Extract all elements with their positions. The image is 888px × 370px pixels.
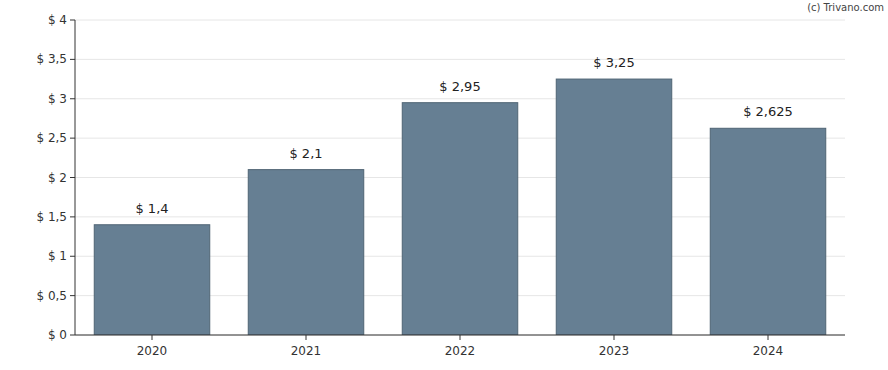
y-tick	[70, 59, 75, 60]
y-tick-label: $ 2	[48, 171, 67, 185]
x-tick	[152, 335, 153, 340]
grid-line	[75, 20, 845, 21]
y-tick	[70, 295, 75, 296]
chart-container: $ 0 $ 0,5 $ 1 $ 1,5 $ 2 $ 2,5 $ 3 $ 3,5 $ 4 $ 1,4…	[0, 0, 888, 370]
data-label: $ 2,625	[743, 104, 793, 119]
data-label: $ 1,4	[135, 201, 168, 216]
data-label: $ 2,95	[439, 79, 480, 94]
y-tick-label: $ 1	[48, 249, 67, 263]
x-tick-label: 2023	[599, 344, 630, 358]
x-tick-label: 2024	[753, 344, 784, 358]
y-tick	[70, 98, 75, 99]
bar	[94, 225, 210, 335]
bar	[556, 79, 672, 335]
x-tick	[306, 335, 307, 340]
y-tick	[70, 20, 75, 21]
bar	[248, 170, 364, 335]
x-tick	[460, 335, 461, 340]
y-tick-label: $ 2,5	[36, 131, 67, 145]
x-tick	[768, 335, 769, 340]
y-tick-label: $ 0	[48, 328, 67, 342]
y-tick	[70, 177, 75, 178]
x-tick	[614, 335, 615, 340]
y-axis	[75, 20, 76, 335]
bar	[402, 103, 518, 335]
y-tick	[70, 256, 75, 257]
bar	[710, 128, 826, 335]
x-tick-label: 2022	[445, 344, 476, 358]
grid-line	[75, 98, 845, 99]
x-tick-label: 2021	[291, 344, 322, 358]
y-tick	[70, 335, 75, 336]
chart: $ 0 $ 0,5 $ 1 $ 1,5 $ 2 $ 2,5 $ 3 $ 3,5 $ 4 $ 1,4…	[0, 0, 888, 370]
annotation: (c) Trivano.com	[807, 2, 884, 13]
x-tick-label: 2020	[137, 344, 168, 358]
y-tick-label: $ 1,5	[36, 210, 67, 224]
grid-line	[75, 59, 845, 60]
y-tick-label: $ 4	[48, 13, 67, 27]
y-tick-label: $ 0,5	[36, 289, 67, 303]
data-label: $ 2,1	[289, 146, 322, 161]
data-label: $ 3,25	[593, 55, 634, 70]
bars	[94, 79, 826, 335]
y-tick	[70, 216, 75, 217]
y-tick	[70, 138, 75, 139]
y-tick-label: $ 3,5	[36, 52, 67, 66]
y-tick-label: $ 3	[48, 92, 67, 106]
